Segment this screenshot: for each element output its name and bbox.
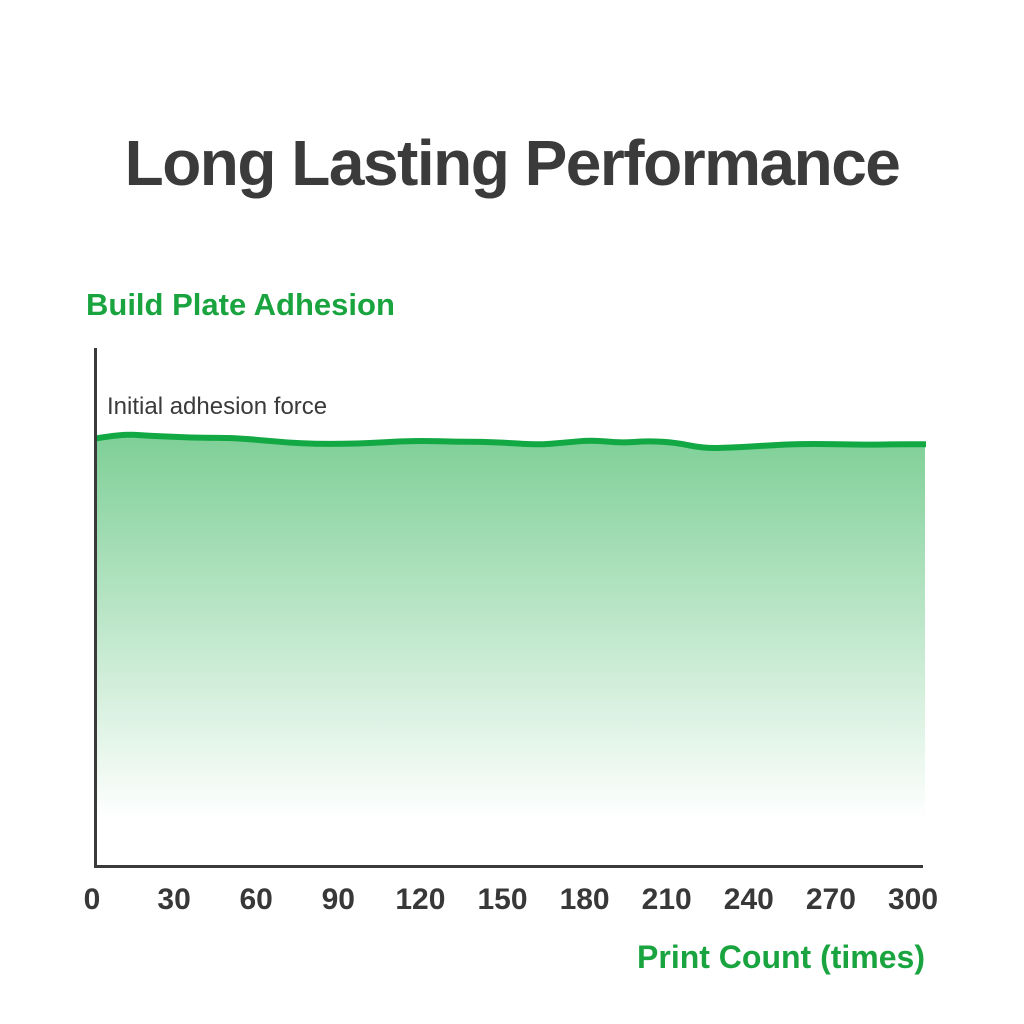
page-title: Long Lasting Performance	[124, 127, 901, 199]
initial-adhesion-annotation: Initial adhesion force	[107, 393, 328, 420]
x-tick-label: 210	[641, 883, 692, 916]
adhesion-area-chart-svg	[94, 348, 926, 868]
x-tick-label: 180	[559, 883, 610, 916]
x-tick-label: 300	[887, 883, 939, 916]
x-tick-label: 60	[239, 883, 273, 916]
chart-title: Build Plate Adhesion	[86, 287, 395, 322]
adhesion-line	[94, 431, 926, 452]
x-tick-label: 120	[395, 883, 446, 916]
x-tick-label: 90	[321, 883, 355, 916]
x-tick-label: 0	[83, 883, 101, 916]
x-axis-label: Print Count (times)	[637, 939, 925, 975]
adhesion-area-fill	[94, 434, 925, 866]
x-axis-tick-labels: 0 30 60 90 120 150 180 210 240 270 300	[0, 882, 1024, 918]
x-tick-label: 270	[805, 883, 856, 916]
x-tick-label: 240	[723, 883, 774, 916]
x-tick-label: 150	[477, 883, 528, 916]
adhesion-chart: Initial adhesion force	[94, 348, 926, 869]
x-tick-label: 30	[157, 883, 191, 916]
